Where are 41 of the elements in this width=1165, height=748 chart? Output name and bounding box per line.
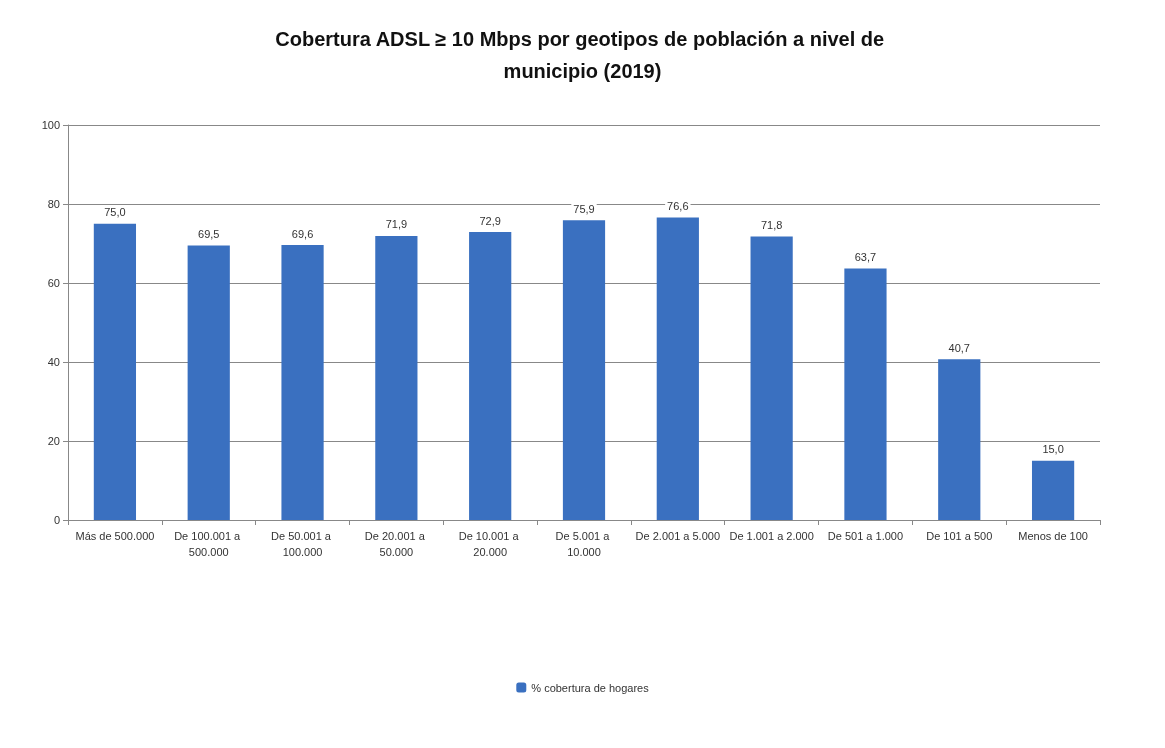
data-label: 72,9 bbox=[479, 214, 501, 227]
x-tick-label: De 501 a 1.000 bbox=[827, 530, 904, 542]
bar bbox=[187, 245, 230, 520]
x-tick-label: De 101 a 500 bbox=[926, 530, 993, 542]
data-label: 69,6 bbox=[291, 227, 314, 240]
bar bbox=[281, 245, 324, 520]
bar bbox=[375, 236, 418, 520]
y-tick-label: 60 bbox=[47, 277, 60, 289]
chart-title: Cobertura ADSL ≥ 10 Mbps por geotipos de población a nivel de municipio (2019) bbox=[275, 28, 890, 82]
x-tick-label: De 2.001 a 5.000 bbox=[635, 530, 721, 542]
x-tick-label: De 10.001 a 20.000 bbox=[458, 530, 522, 558]
legend-label: % cobertura de hogares bbox=[531, 681, 650, 694]
data-label: 69,5 bbox=[198, 227, 220, 240]
bar bbox=[656, 217, 699, 520]
data-label: 71,8 bbox=[760, 218, 783, 231]
x-tick-label: De 50.001 a 100.000 bbox=[271, 530, 335, 558]
bar bbox=[93, 223, 137, 520]
y-tick-label: 100 bbox=[41, 119, 60, 131]
x-tick-label: Más de 500.000 bbox=[75, 530, 155, 542]
data-label: 40,7 bbox=[948, 341, 970, 354]
data-label: 71,9 bbox=[385, 218, 408, 231]
bar bbox=[469, 232, 512, 520]
data-label: 76,6 bbox=[667, 199, 689, 212]
y-tick-label: 40 bbox=[47, 356, 60, 368]
bar bbox=[562, 220, 606, 520]
x-tick-label: De 20.001 a 50.000 bbox=[364, 530, 428, 558]
bar bbox=[844, 268, 887, 520]
x-tick-label: De 1.001 a 2.000 bbox=[729, 530, 814, 542]
data-label: 15,0 bbox=[1042, 443, 1064, 456]
y-tick-label: 80 bbox=[47, 198, 60, 210]
x-tick-label: De 100.001 a 500.000 bbox=[174, 530, 244, 558]
y-tick-label: 20 bbox=[47, 435, 60, 447]
x-tick-label: Menos de 100 bbox=[1018, 530, 1088, 542]
y-tick-label: 0 bbox=[53, 514, 60, 526]
data-label: 63,7 bbox=[854, 250, 877, 263]
x-tick-label: De 5.001 a 10.000 bbox=[555, 530, 613, 558]
data-label: 75,9 bbox=[573, 202, 595, 215]
bar bbox=[1031, 460, 1075, 520]
bar bbox=[938, 359, 981, 520]
bar bbox=[750, 236, 793, 520]
data-label: 75,0 bbox=[104, 206, 126, 219]
